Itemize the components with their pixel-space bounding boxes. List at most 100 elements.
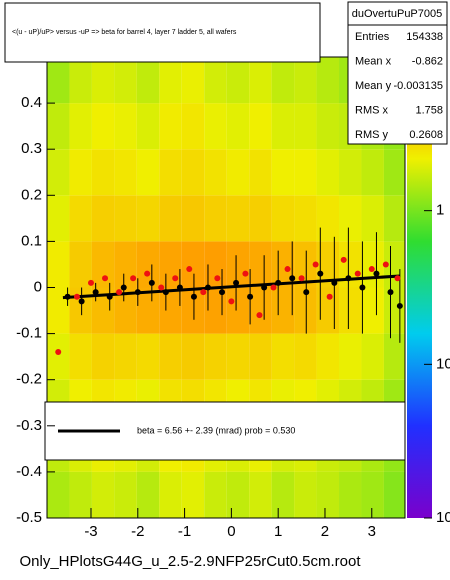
profile-point <box>303 289 310 296</box>
heat-cell <box>294 149 317 196</box>
heat-cell <box>69 471 92 518</box>
heat-cell <box>69 103 92 150</box>
heat-cell <box>47 103 70 150</box>
profile-point <box>120 284 127 291</box>
profile-point <box>233 279 240 286</box>
heat-cell <box>204 241 227 288</box>
red-point <box>270 284 277 291</box>
heat-cell <box>114 333 137 380</box>
y-tick-label: 0.1 <box>21 232 42 249</box>
z-tick-label: 10 <box>436 509 450 526</box>
heat-cell <box>249 333 272 380</box>
heat-cell <box>136 333 160 380</box>
stats-label: Mean x <box>355 55 392 67</box>
red-point <box>256 312 263 319</box>
heat-cell <box>271 57 295 104</box>
heat-cell <box>159 333 182 380</box>
x-tick-label: 0 <box>227 523 235 540</box>
stats-value: 1.758 <box>415 104 443 116</box>
heat-cell <box>159 287 182 334</box>
heat-cell <box>181 195 205 242</box>
profile-point <box>387 289 394 296</box>
heat-cell <box>204 57 227 104</box>
stats-label: Entries <box>355 31 390 43</box>
profile-point <box>261 284 268 291</box>
red-point <box>116 289 123 296</box>
heat-cell <box>47 57 70 104</box>
red-point <box>200 289 207 296</box>
title-box <box>4 2 321 63</box>
heat-cell <box>159 471 182 518</box>
red-point <box>354 270 361 277</box>
profile-point <box>345 275 352 282</box>
y-tick-label: -0.4 <box>16 463 42 480</box>
heat-cell <box>316 333 340 380</box>
heat-cell <box>114 195 137 242</box>
heat-cell <box>294 195 317 242</box>
heat-cell <box>204 471 227 518</box>
heat-cell <box>47 195 70 242</box>
red-point <box>312 261 319 268</box>
x-axis-title: Only_HPlotsG44G_u_2.5-2.9NFP25rCut0.5cm.… <box>20 553 362 570</box>
heat-cell <box>226 471 250 518</box>
red-point <box>242 270 249 277</box>
red-point <box>144 270 151 277</box>
profile-point <box>396 302 403 309</box>
profile-point <box>190 293 197 300</box>
heat-cell <box>294 333 317 380</box>
y-tick-label: -0.5 <box>16 509 42 526</box>
heat-cell <box>339 149 362 196</box>
heat-cell <box>339 195 362 242</box>
heat-cell <box>69 287 92 334</box>
heat-cell <box>181 333 205 380</box>
heat-cell <box>249 241 272 288</box>
heat-cell <box>339 333 362 380</box>
heat-cell <box>181 103 205 150</box>
profile-point <box>106 293 113 300</box>
heat-cell <box>91 195 115 242</box>
heat-cell <box>249 149 272 196</box>
stats-label: Mean y <box>355 80 392 92</box>
profile-point <box>64 293 71 300</box>
heat-cell <box>226 333 250 380</box>
y-tick-label: 0.4 <box>21 94 42 111</box>
profile-point <box>317 270 324 277</box>
heat-cell <box>383 287 405 334</box>
y-tick-label: 0.3 <box>21 140 42 157</box>
heat-cell <box>181 287 205 334</box>
heat-cell <box>91 471 115 518</box>
x-tick-label: -2 <box>131 523 144 540</box>
heat-cell <box>249 287 272 334</box>
red-point <box>326 293 333 300</box>
heat-cell <box>383 333 405 380</box>
profile-point <box>148 279 155 286</box>
heat-cell <box>159 57 182 104</box>
y-tick-label: -0.1 <box>16 325 42 342</box>
profile-point <box>92 289 99 296</box>
heat-cell <box>136 149 160 196</box>
x-tick-label: 2 <box>321 523 329 540</box>
heat-cell <box>136 195 160 242</box>
heat-cell <box>47 149 70 196</box>
heat-cell <box>361 471 384 518</box>
stats-label: RMS y <box>355 129 389 141</box>
stats-label: RMS x <box>355 104 389 116</box>
heat-cell <box>271 149 295 196</box>
legend-text: beta = 6.56 +- 2.39 (mrad) prob = 0.530 <box>137 425 295 435</box>
heat-cell <box>114 287 137 334</box>
profile-point <box>289 275 296 282</box>
heat-cell <box>249 57 272 104</box>
x-tick-label: 3 <box>368 523 376 540</box>
red-point <box>158 284 165 291</box>
heat-cell <box>159 241 182 288</box>
heat-cell <box>159 195 182 242</box>
heat-cell <box>181 149 205 196</box>
heat-cell <box>316 471 340 518</box>
heat-cell <box>47 471 70 518</box>
heat-cell <box>383 195 405 242</box>
heat-cell <box>159 149 182 196</box>
heat-cell <box>361 149 384 196</box>
red-point <box>73 293 80 300</box>
heat-cell <box>181 471 205 518</box>
red-point <box>172 275 179 282</box>
